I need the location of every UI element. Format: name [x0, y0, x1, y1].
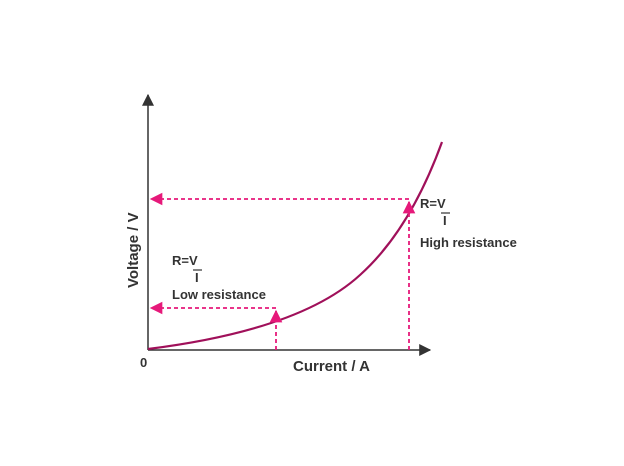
origin-label: 0 — [140, 355, 147, 370]
high-formula-numerator: R=V — [420, 196, 446, 211]
low-resistance-label: Low resistance — [172, 287, 266, 302]
low-formula-numerator: R=V — [172, 253, 198, 268]
high-resistance-label: High resistance — [420, 235, 517, 250]
iv-curve — [147, 141, 444, 351]
low-formula-denominator: I — [195, 270, 199, 285]
high-formula-denominator: I — [443, 213, 447, 228]
x-axis-label: Current / A — [293, 358, 370, 375]
y-axis-label: Voltage / V — [125, 212, 142, 288]
